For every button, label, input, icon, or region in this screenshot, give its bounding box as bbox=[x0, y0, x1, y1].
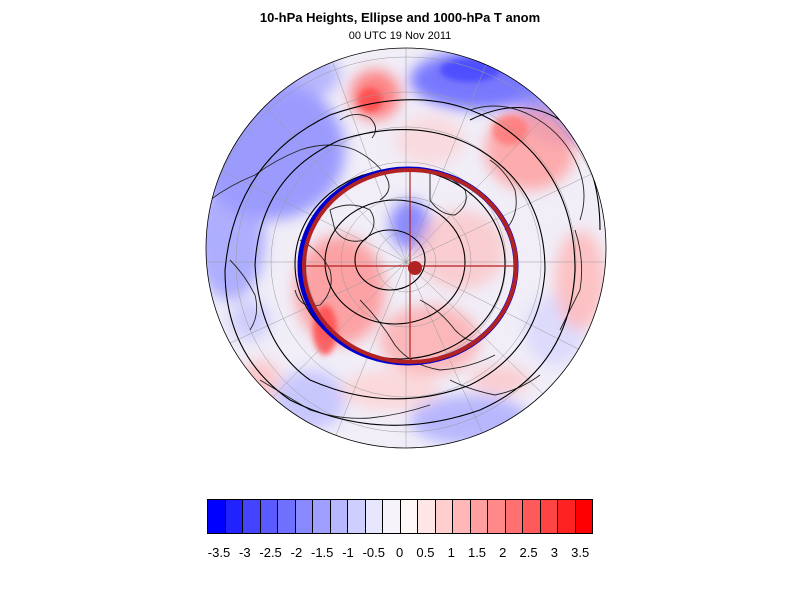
colorbar-box bbox=[365, 500, 383, 533]
colorbar-box bbox=[418, 500, 436, 533]
colorbar-tick-label: 3.5 bbox=[571, 545, 590, 560]
colorbar-box bbox=[243, 500, 261, 533]
vortex-ellipse bbox=[297, 166, 519, 366]
colorbar-box bbox=[330, 500, 348, 533]
colorbar-box bbox=[453, 500, 471, 533]
colorbar-box bbox=[260, 500, 278, 533]
colorbar-box bbox=[383, 500, 401, 533]
ellipse-center-marker bbox=[408, 261, 422, 275]
coastlines bbox=[209, 105, 585, 419]
colorbar-box bbox=[435, 500, 453, 533]
colorbar-box bbox=[488, 500, 506, 533]
colorbar-box bbox=[400, 500, 418, 533]
globe-outline bbox=[205, 47, 607, 449]
colorbar-labels: -3.5 -3 -2.5 -2 -1.5 -1 -0.5 0 0.5 1 1.5 2 2.5 3 3.5 bbox=[0, 545, 800, 565]
colorbar-box bbox=[208, 500, 226, 533]
colorbar-box bbox=[295, 500, 313, 533]
colorbar-tick-label: -1.5 bbox=[310, 545, 334, 560]
colorbar-tick-label: 1.5 bbox=[467, 545, 487, 560]
colorbar-tick-label: -1 bbox=[342, 545, 354, 560]
colorbar-box bbox=[540, 500, 558, 533]
colorbar-tick-label: 3 bbox=[550, 545, 559, 560]
colorbar-tick-label: -2.5 bbox=[259, 545, 282, 560]
colorbar-box bbox=[278, 500, 296, 533]
colorbar-box bbox=[348, 500, 366, 533]
colorbar-tick-label: 2 bbox=[499, 545, 507, 560]
colorbar-box bbox=[225, 500, 243, 533]
colorbar-box bbox=[523, 500, 541, 533]
figure-subtitle: 00 UTC 19 Nov 2011 bbox=[348, 30, 452, 42]
polar-map bbox=[205, 47, 607, 449]
colorbar bbox=[207, 499, 593, 534]
colorbar-tick-label: 1 bbox=[447, 545, 455, 560]
colorbar-tick-label: 2.5 bbox=[519, 545, 538, 560]
colorbar-tick-label: -3 bbox=[239, 545, 251, 560]
colorbar-tick-label: -0.5 bbox=[362, 545, 385, 560]
colorbar-box bbox=[575, 500, 592, 533]
colorbar-tick-label: -2 bbox=[290, 545, 303, 560]
colorbar-tick-label: -3.5 bbox=[207, 545, 231, 560]
figure-title: 10-hPa Heights, Ellipse and 1000-hPa T a… bbox=[259, 10, 541, 25]
colorbar-tick-label: 0 bbox=[395, 545, 404, 560]
colorbar-box bbox=[558, 500, 576, 533]
colorbar-tick-label: 0.5 bbox=[416, 545, 435, 560]
colorbar-box bbox=[313, 500, 331, 533]
colorbar-box bbox=[470, 500, 488, 533]
colorbar-box bbox=[505, 500, 523, 533]
